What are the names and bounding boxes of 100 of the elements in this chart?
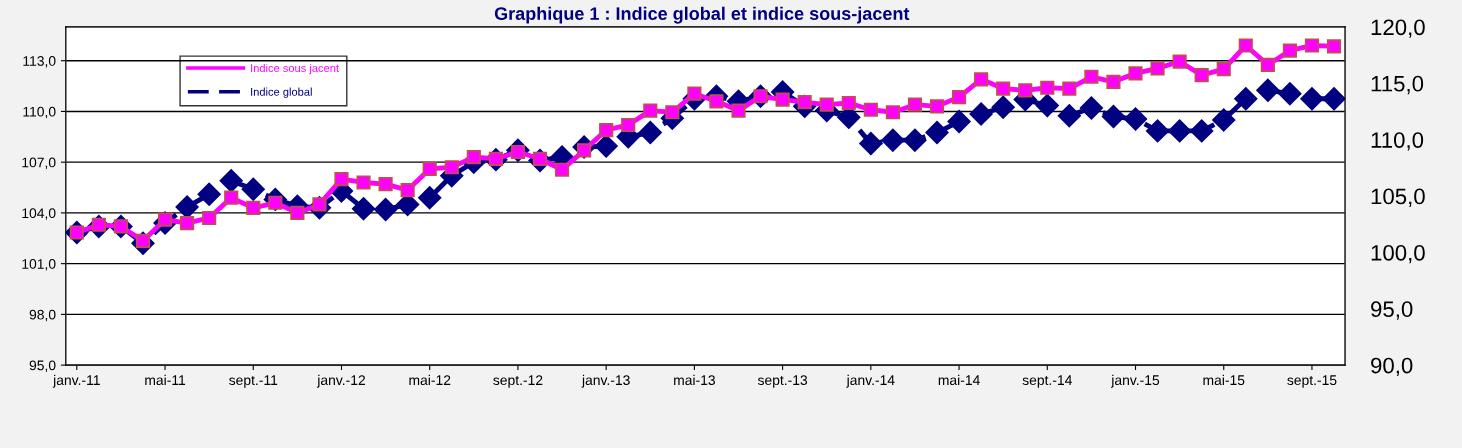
point [991, 95, 1015, 119]
point [1304, 38, 1320, 53]
y2-tick-label: 105,0 [1371, 188, 1425, 207]
point [422, 161, 437, 177]
x-tick-label: janv.-15 [1110, 374, 1160, 388]
point [859, 131, 883, 156]
y2-tick-label: 100,0 [1371, 244, 1425, 264]
x-tick-label: mai-14 [938, 374, 980, 386]
point [1234, 87, 1258, 111]
point [351, 197, 376, 221]
point [885, 105, 900, 120]
point [400, 182, 415, 198]
y-tick-label: 101,0 [22, 258, 56, 271]
text: Indice global [251, 87, 312, 98]
point [1216, 62, 1231, 77]
point [643, 103, 658, 118]
point [1212, 108, 1236, 132]
point [907, 97, 923, 112]
point [1278, 82, 1302, 106]
point [947, 109, 971, 134]
point [951, 89, 967, 105]
point [665, 105, 680, 120]
point [881, 128, 905, 152]
point [1106, 74, 1121, 89]
y2-tick-label: 95,0 [1371, 301, 1413, 320]
point [180, 215, 195, 231]
point [175, 195, 199, 219]
point [378, 177, 393, 192]
point [373, 197, 398, 222]
point [969, 102, 993, 126]
point [1300, 87, 1324, 111]
x-tick-label: mai-11 [145, 374, 186, 386]
point [1040, 80, 1055, 95]
point [197, 182, 221, 206]
point [841, 95, 856, 111]
point [1282, 43, 1297, 58]
y-tick-label: 110,0 [23, 106, 56, 119]
x-tick-label: sept.-11 [229, 375, 278, 388]
point [1194, 67, 1209, 83]
point [1035, 93, 1059, 118]
x-tick-label: sept.-12 [493, 375, 543, 388]
point [1190, 119, 1214, 143]
point [1128, 66, 1143, 81]
point [819, 97, 834, 112]
point [903, 128, 927, 152]
point [219, 169, 243, 193]
x-tick-label: mai-13 [674, 374, 715, 386]
point [1057, 104, 1081, 128]
point [1238, 38, 1253, 53]
point [1172, 54, 1187, 69]
point [418, 186, 442, 210]
point [290, 205, 305, 220]
point [466, 150, 481, 165]
point [775, 92, 790, 107]
y-tick-label: 95,0 [29, 360, 56, 372]
x-tick-label: mai-15 [1203, 374, 1245, 386]
y-tick-label: 107,0 [22, 157, 56, 169]
point [929, 99, 945, 114]
point [1260, 57, 1275, 73]
y2-tick-label: 115,0 [1371, 75, 1424, 95]
point [1101, 104, 1126, 129]
point [1079, 96, 1104, 120]
point [356, 175, 371, 190]
point [1326, 39, 1342, 54]
x-tick-label: janv.-11 [52, 374, 100, 388]
point [554, 162, 570, 177]
y-tick-label: 113,0 [23, 56, 56, 68]
point [1145, 119, 1170, 143]
y-tick-label: 98,0 [29, 309, 56, 322]
y2-tick-label: 90,0 [1371, 357, 1413, 377]
text: Indice sous jacent [251, 63, 339, 75]
point [202, 210, 217, 226]
point [1123, 107, 1148, 131]
point [1084, 69, 1099, 84]
point [246, 200, 261, 215]
y-tick-label: 104,0 [22, 208, 56, 220]
point [594, 134, 618, 158]
y2-tick-label: 110,0 [1371, 132, 1424, 151]
point [1322, 87, 1346, 111]
x-tick-label: sept.-13 [757, 375, 808, 388]
point [1150, 61, 1165, 76]
x-tick-label: janv.-13 [581, 374, 630, 388]
point [599, 122, 614, 138]
x-tick-label: sept.-15 [1287, 375, 1337, 388]
x-tick-label: janv.-12 [316, 374, 365, 388]
point [974, 72, 989, 87]
point [731, 103, 746, 118]
point [638, 120, 662, 145]
point [444, 160, 459, 175]
point [996, 81, 1011, 96]
point [334, 172, 349, 187]
chart-title: Graphique 1 : Indice global et indice sous-jacent [494, 6, 910, 24]
y2-tick-label: 120,0 [1371, 19, 1425, 38]
point [1062, 81, 1077, 96]
x-tick-label: janv.-14 [846, 374, 895, 388]
point [241, 177, 265, 201]
x-tick-label: sept.-14 [1022, 375, 1072, 388]
x-tick-label: mai-12 [409, 374, 451, 386]
point [1018, 83, 1033, 98]
point [863, 102, 878, 117]
